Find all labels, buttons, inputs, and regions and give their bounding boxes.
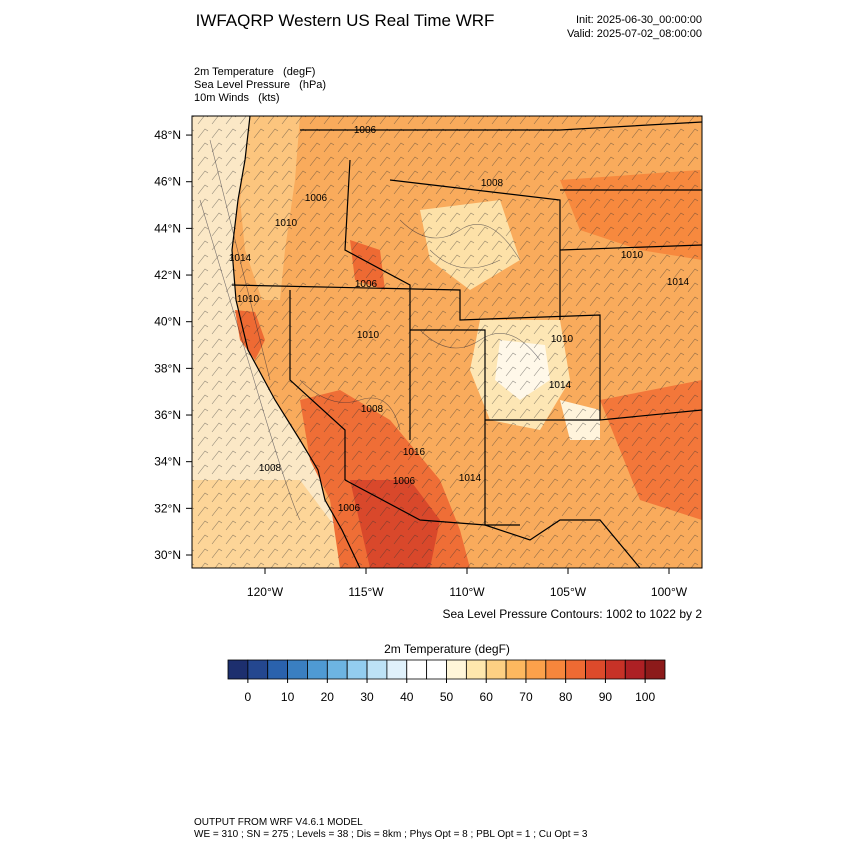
colorbar-box	[267, 659, 288, 680]
lat-tick-label: 46°N	[154, 175, 181, 189]
contour-label: 1008	[481, 178, 504, 189]
colorbar-box	[585, 659, 606, 680]
contour-label: 1008	[361, 404, 384, 415]
colorbar-box	[565, 659, 586, 680]
colorbar-tick-label: 30	[360, 690, 374, 704]
colorbar-title: 2m Temperature (degF)	[384, 642, 510, 656]
contour-label: 1014	[549, 380, 572, 391]
colorbar-tick-label: 80	[559, 690, 573, 704]
contour-label: 1016	[403, 447, 426, 458]
contour-label: 1008	[259, 463, 282, 474]
colorbar-box	[406, 659, 428, 680]
colorbar-tick-label: 100	[635, 690, 655, 704]
lat-tick-label: 48°N	[154, 128, 181, 142]
lat-tick-label: 32°N	[154, 501, 181, 515]
colorbar-box	[446, 659, 467, 680]
colorbar-tick-label: 70	[519, 690, 533, 704]
contour-label: 1006	[355, 279, 378, 290]
lat-tick-label: 30°N	[154, 548, 181, 562]
field-label: 2m Temperature (degF)	[194, 66, 315, 78]
colorbar-box	[227, 659, 249, 680]
contour-label: 1010	[551, 334, 574, 345]
colorbar-tick-label: 50	[440, 690, 454, 704]
contour-label: 1006	[338, 503, 361, 514]
footer-line: OUTPUT FROM WRF V4.6.1 MODEL	[194, 817, 363, 828]
colorbar-tick-label: 20	[321, 690, 335, 704]
contour-label: 1014	[459, 473, 482, 484]
contour-label: 1014	[667, 277, 690, 288]
lat-tick-label: 38°N	[154, 361, 181, 375]
map-field	[192, 116, 702, 568]
lat-tick-label: 36°N	[154, 408, 181, 422]
colorbar-box	[644, 659, 666, 680]
lon-tick-label: 110°W	[449, 585, 485, 599]
lat-tick-label: 40°N	[154, 315, 181, 329]
colorbar-box	[624, 659, 646, 680]
colorbar-box	[326, 659, 348, 680]
contour-label: 1014	[229, 253, 252, 264]
colorbar-tick-label: 10	[281, 690, 295, 704]
lon-tick-label: 115°W	[348, 585, 384, 599]
lat-tick-label: 42°N	[154, 268, 181, 282]
colorbar-box	[366, 659, 388, 680]
valid-time: Valid: 2025-07-02_08:00:00	[567, 28, 702, 40]
lon-tick-label: 105°W	[550, 585, 587, 599]
colorbar-box	[287, 659, 308, 680]
contour-label: 1006	[354, 125, 377, 136]
contour-label: 1010	[237, 294, 260, 305]
map-frame	[191, 115, 703, 569]
colorbar-box	[465, 659, 487, 680]
contour-label: 1006	[305, 193, 328, 204]
contour-label: 1010	[621, 250, 644, 261]
init-time: Init: 2025-06-30_00:00:00	[576, 14, 702, 26]
contour-note: Sea Level Pressure Contours: 1002 to 102…	[443, 607, 703, 621]
colorbar-box	[545, 659, 567, 680]
footer-line: WE = 310 ; SN = 275 ; Levels = 38 ; Dis …	[194, 829, 588, 840]
lat-tick-label: 34°N	[154, 455, 181, 469]
colorbar-box	[346, 659, 368, 680]
lat-tick-label: 44°N	[154, 221, 181, 235]
colorbar-box	[426, 659, 447, 680]
colorbar-tick-label: 60	[480, 690, 494, 704]
lon-tick-label: 120°W	[247, 585, 284, 599]
colorbar-box	[386, 659, 408, 680]
colorbar-box	[247, 659, 269, 680]
colorbar-tick-label: 40	[400, 690, 414, 704]
colorbar-tick-label: 0	[245, 690, 252, 704]
field-label: Sea Level Pressure (hPa)	[194, 79, 326, 91]
colorbar-box	[605, 659, 626, 680]
colorbar-box	[485, 659, 507, 680]
contour-label: 1006	[393, 476, 416, 487]
contour-label: 1010	[275, 218, 298, 229]
colorbar-tick-label: 90	[599, 690, 613, 704]
colorbar-box	[307, 659, 328, 680]
colorbar-box	[505, 659, 527, 680]
contour-label: 1010	[357, 330, 380, 341]
lon-tick-label: 100°W	[651, 585, 688, 599]
title: IWFAQRP Western US Real Time WRF	[196, 11, 495, 30]
colorbar-box	[525, 659, 547, 680]
field-label: 10m Winds (kts)	[194, 92, 280, 104]
